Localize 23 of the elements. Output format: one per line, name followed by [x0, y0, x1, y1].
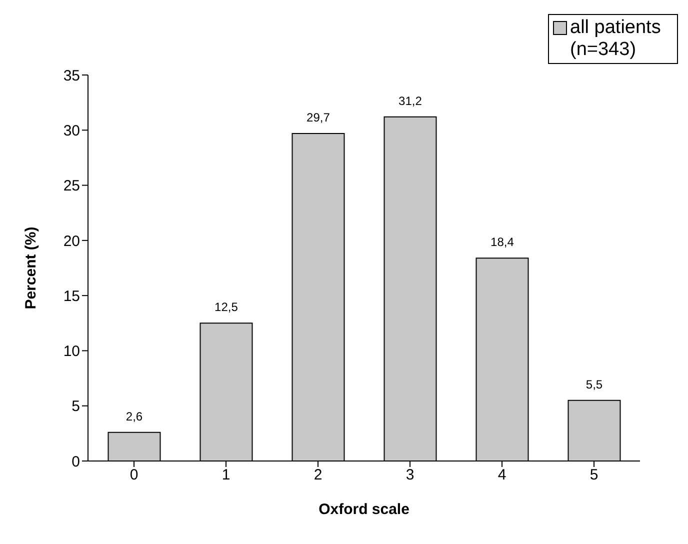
data-label: 2,6 [126, 409, 143, 424]
y-tick-label: 35 [63, 67, 80, 84]
y-tick-label: 15 [63, 288, 80, 305]
x-axis-title: Oxford scale [318, 501, 410, 518]
data-label: 12,5 [214, 300, 238, 314]
x-tick-label: 4 [498, 466, 506, 484]
y-tick-label: 10 [63, 343, 80, 360]
y-tick-label: 0 [72, 453, 80, 470]
x-tick-label: 3 [406, 466, 414, 484]
data-label: 5,5 [586, 377, 603, 392]
x-tick-label: 0 [130, 466, 138, 484]
y-tick-label: 25 [63, 178, 80, 195]
y-tick-label: 30 [63, 122, 80, 140]
x-tick-label: 1 [222, 466, 230, 484]
x-tick-label: 5 [590, 466, 598, 484]
legend-label: all patients (n=343) [570, 17, 662, 61]
data-label: 31,2 [398, 94, 422, 108]
x-tick-label: 2 [314, 466, 322, 484]
y-axis-title: Percent (%) [22, 226, 40, 310]
data-label: 29,7 [306, 110, 330, 124]
y-tick-label: 5 [72, 398, 80, 416]
y-tick-label: 20 [63, 232, 80, 250]
data-label: 18,4 [490, 235, 514, 250]
